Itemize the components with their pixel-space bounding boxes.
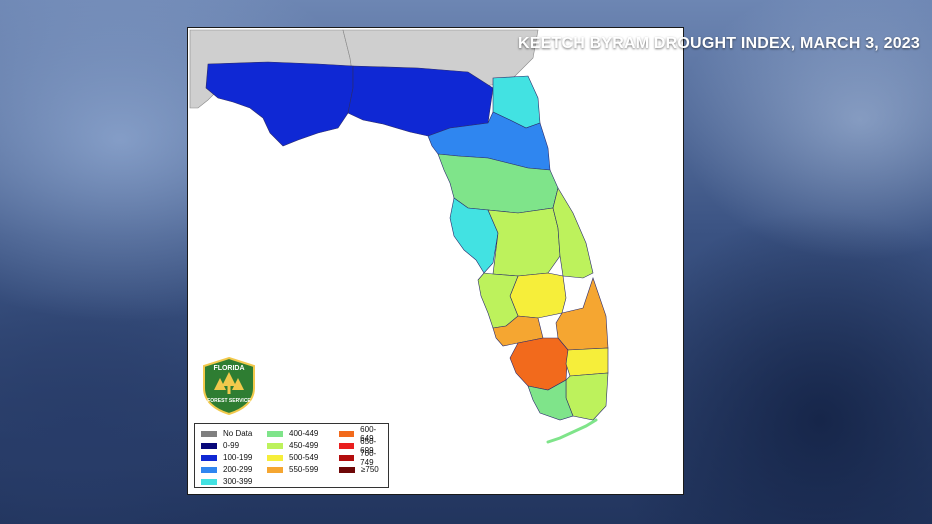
legend-label: 0-99: [223, 441, 240, 450]
legend-swatch: [339, 442, 355, 449]
logo-top-text: FLORIDA: [213, 365, 244, 372]
legend-swatch: [267, 466, 283, 473]
region-heartland: [509, 272, 567, 319]
drought-map: [189, 29, 609, 444]
region-miami-dade: [565, 372, 609, 421]
legend-swatch: [267, 430, 283, 437]
legend-swatch: [201, 430, 217, 437]
legend-label: ≥750: [361, 465, 379, 474]
legend-item: 100-199: [201, 452, 252, 463]
legend-item: 550-599: [267, 464, 318, 475]
legend-item: 700-749: [339, 449, 388, 467]
map-title: KEETCH BYRAM DROUGHT INDEX, MARCH 3, 202…: [517, 35, 920, 52]
region-broward: [565, 347, 609, 377]
legend-swatch: [339, 466, 355, 473]
legend-item: 400-449: [267, 428, 318, 439]
legend-swatch: [267, 454, 283, 461]
legend-item: 650-699: [339, 437, 388, 455]
legend-swatch: [339, 430, 355, 437]
legend-item: 200-299: [201, 464, 252, 475]
region-collier: [509, 337, 569, 391]
legend-label: No Data: [223, 429, 253, 438]
legend-label: 400-449: [289, 429, 319, 438]
legend-item: 450-499: [267, 440, 318, 451]
legend-item: ≥750: [339, 464, 379, 475]
legend-item: No Data: [201, 428, 252, 439]
legend-label: 500-549: [289, 453, 319, 462]
legend-label: 450-499: [289, 441, 319, 450]
logo-bottom-text: FOREST SERVICE: [207, 398, 251, 404]
florida-forest-service-logo: FLORIDA FOREST SERVICE: [200, 356, 258, 416]
legend-label: 700-749: [360, 448, 377, 467]
legend-label: 200-299: [223, 465, 253, 474]
region-southwest: [477, 272, 519, 329]
legend-swatch: [201, 454, 217, 461]
legend-swatch: [339, 454, 355, 461]
legend-item: 500-549: [267, 452, 318, 463]
region-monroe: [527, 379, 574, 421]
legend-label: 550-599: [289, 465, 319, 474]
legend-item: 300-399: [201, 476, 252, 487]
legend-swatch: [267, 442, 283, 449]
region-central: [487, 207, 561, 277]
legend-swatch: [201, 442, 217, 449]
legend-swatch: [201, 466, 217, 473]
legend-label: 300-399: [223, 477, 253, 486]
legend-item: 0-99: [201, 440, 239, 451]
legend-label: 650-699: [360, 436, 377, 455]
region-panhandle: [205, 61, 354, 147]
legend-item: 600-649: [339, 425, 388, 443]
legend-label: 100-199: [223, 453, 253, 462]
map-legend: No Data 0-99 100-199 200-299 300-399 400-449 4…: [194, 423, 389, 488]
region-keys: [546, 418, 598, 444]
region-east-coast: [552, 187, 594, 279]
legend-swatch: [201, 478, 217, 485]
map-panel: FLORIDA FOREST SERVICE No Data 0-99 100-19…: [187, 27, 684, 495]
legend-label: 600-649: [360, 424, 377, 443]
